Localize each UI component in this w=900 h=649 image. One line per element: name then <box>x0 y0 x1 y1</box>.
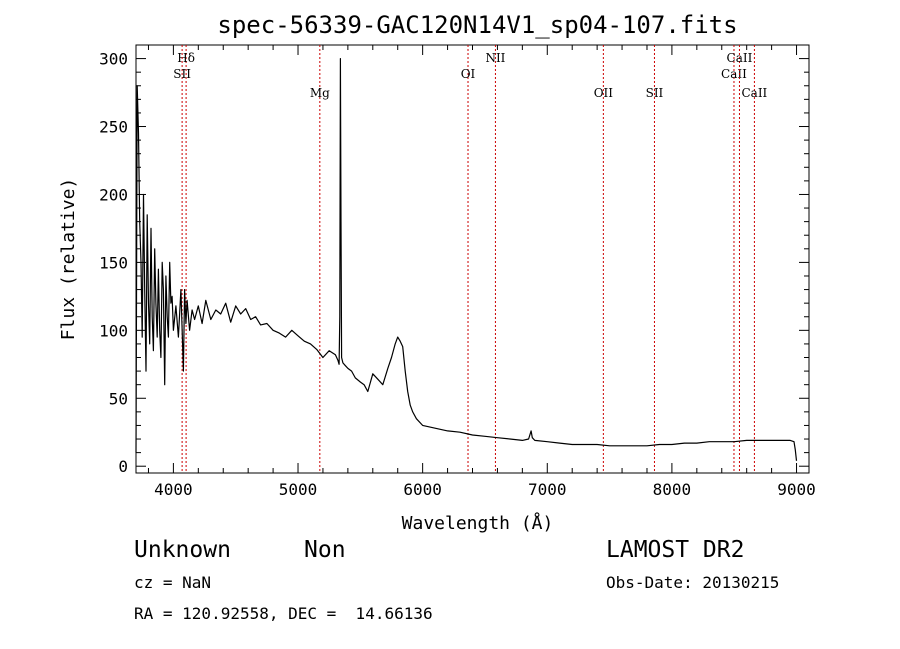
x-tick-label: 7000 <box>528 480 567 499</box>
ra-dec-coordinates: RA = 120.92558, DEC = 14.66136 <box>134 604 433 623</box>
x-tick-label: 8000 <box>653 480 692 499</box>
spectral-line-label: CaII <box>741 86 767 100</box>
observation-date: Obs-Date: 20130215 <box>606 573 780 592</box>
redshift-cz: cz = NaN <box>134 573 212 592</box>
y-tick-label: 200 <box>99 185 128 204</box>
object-subclass: Non <box>304 537 346 563</box>
x-axis-label: Wavelength (Å) <box>402 512 554 534</box>
survey-name: LAMOST DR2 <box>606 537 745 563</box>
spectral-line-label: NII <box>485 51 505 65</box>
y-tick-label: 300 <box>99 50 128 69</box>
y-tick-label: 50 <box>109 389 128 408</box>
x-tick-label: 6000 <box>403 480 442 499</box>
y-axis-label: Flux (relative) <box>58 178 79 341</box>
spectral-line-label: SII <box>646 86 664 100</box>
y-tick-label: 150 <box>99 253 128 272</box>
chart-title: spec-56339-GAC120N14V1_sp04-107.fits <box>217 11 737 39</box>
spectral-line-label: CaII <box>727 51 753 65</box>
spectrum-line <box>135 57 798 461</box>
x-tick-label: 9000 <box>777 480 816 499</box>
y-tick-label: 250 <box>99 118 128 137</box>
y-tick-label: 0 <box>118 457 128 476</box>
spectral-line-label: CaII <box>721 67 747 81</box>
spectral-line-label: OI <box>461 67 476 81</box>
y-tick-label: 100 <box>99 321 128 340</box>
plot-frame <box>135 44 810 474</box>
spectral-line-label: Hδ <box>177 51 195 65</box>
spectral-line-label: SII <box>173 67 191 81</box>
object-class: Unknown <box>134 537 231 563</box>
x-tick-label: 5000 <box>279 480 318 499</box>
spectral-line-label: Mg <box>310 86 330 100</box>
spectral-line-label: OII <box>594 86 614 100</box>
x-tick-label: 4000 <box>154 480 193 499</box>
